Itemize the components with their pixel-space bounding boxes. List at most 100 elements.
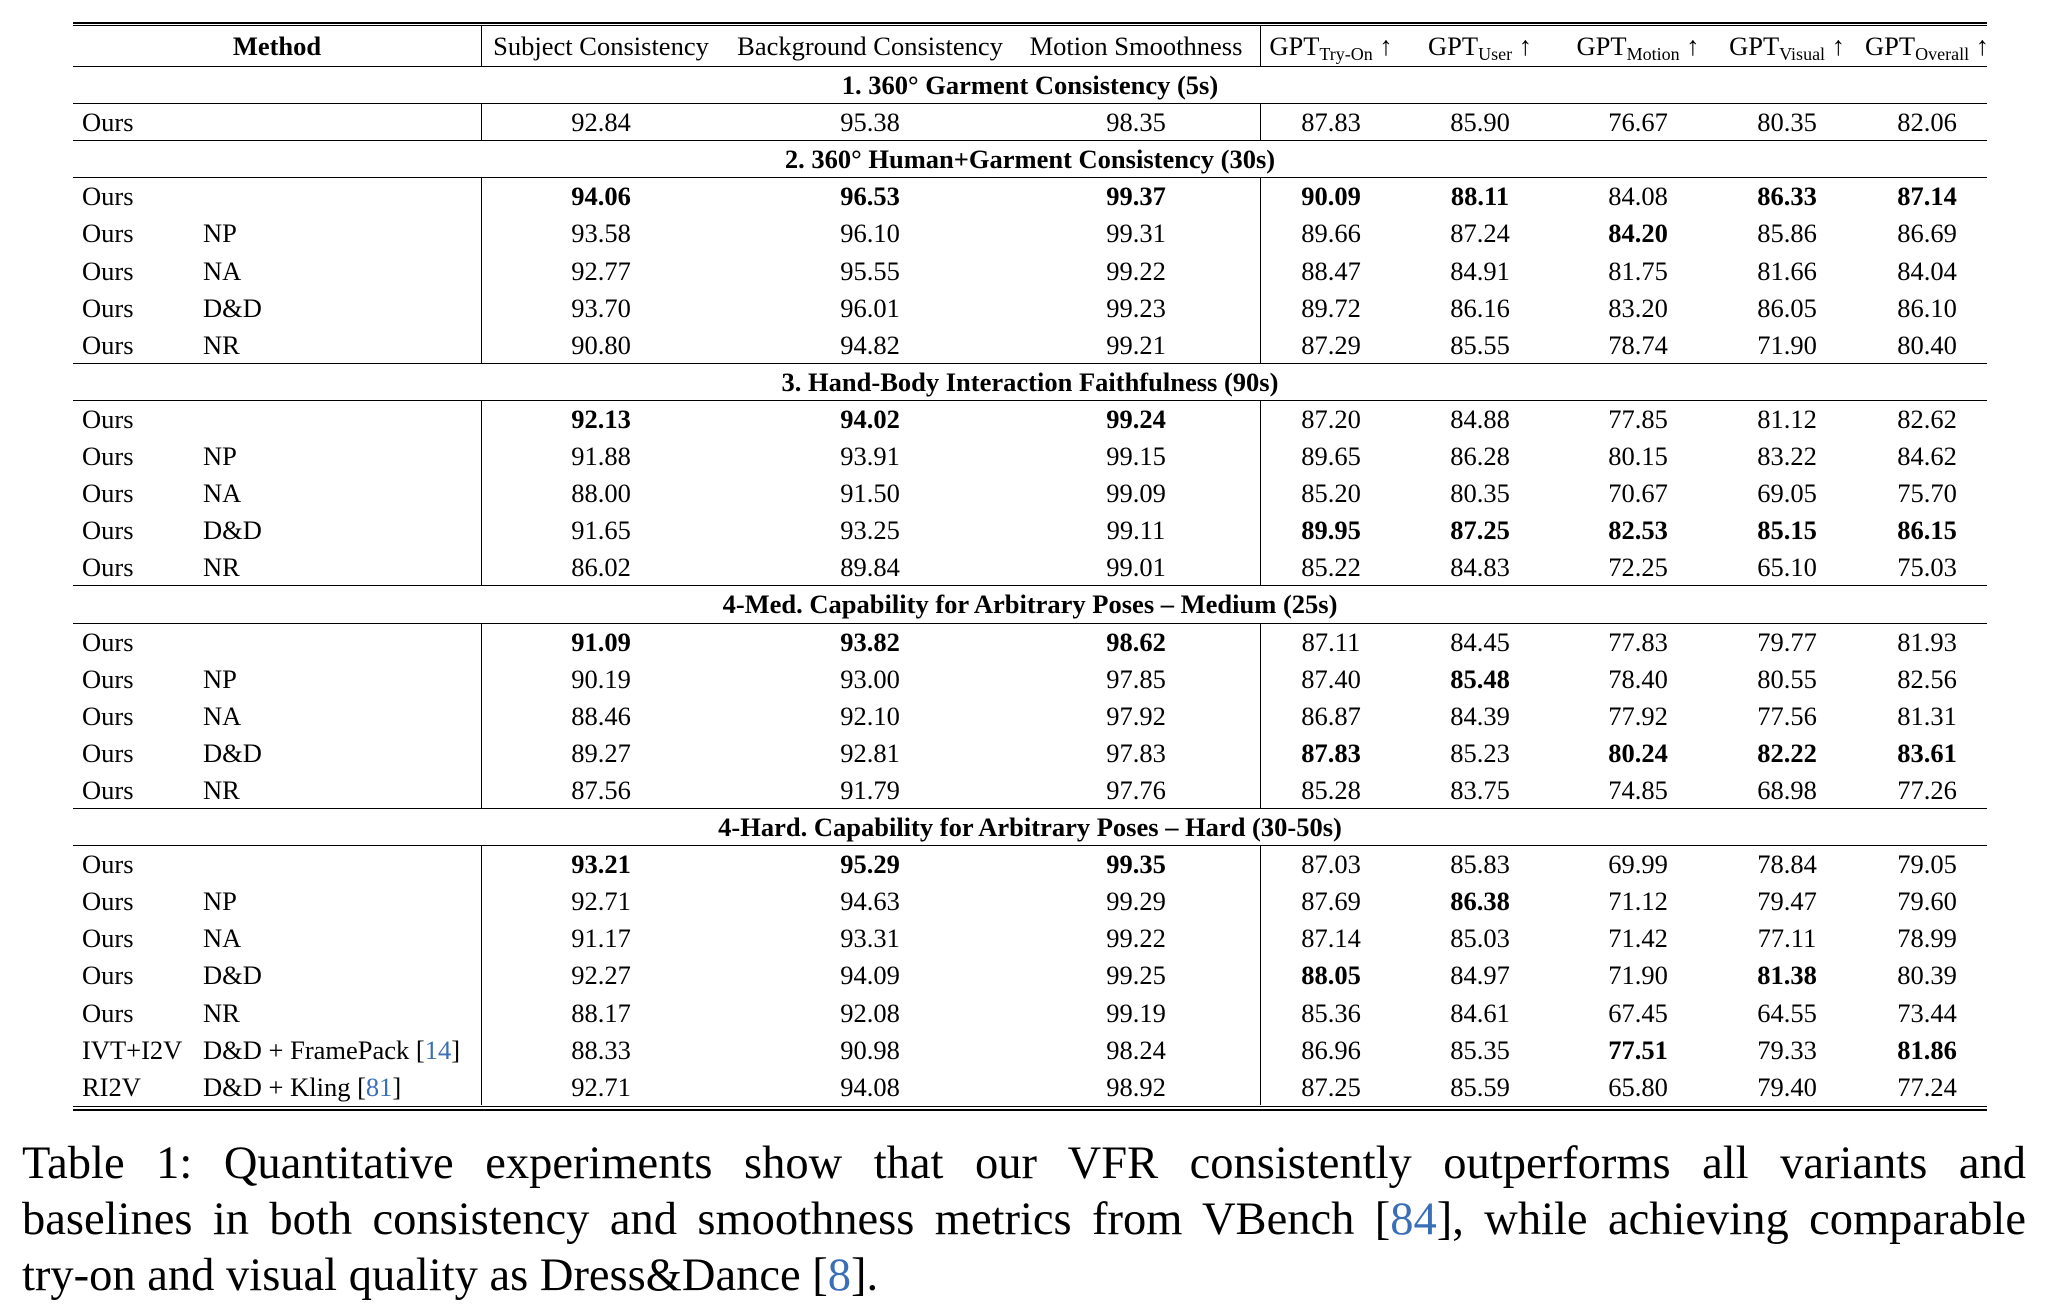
column-divider xyxy=(1260,177,1261,363)
method-name: Ours xyxy=(82,960,134,991)
column-divider xyxy=(481,177,482,363)
column-divider xyxy=(1260,103,1261,140)
table-cell: 98.62 xyxy=(1106,626,1166,657)
table-cell: 89.66 xyxy=(1301,218,1361,249)
table-cell: 92.84 xyxy=(571,107,631,138)
column-divider xyxy=(481,845,482,1105)
table-cell: 79.05 xyxy=(1897,849,1957,880)
table-cell: 91.88 xyxy=(571,441,631,471)
table-cell: 99.25 xyxy=(1106,960,1166,991)
method-name: Ours xyxy=(82,478,134,509)
method-name: Ours xyxy=(82,515,134,546)
table-cell: 82.62 xyxy=(1897,403,1957,434)
table-cell: 85.83 xyxy=(1450,849,1510,880)
table-cell: 84.61 xyxy=(1450,997,1510,1028)
method-variant: NA xyxy=(203,255,242,286)
table-cell: 99.29 xyxy=(1106,886,1166,917)
table-cell: 78.84 xyxy=(1757,849,1817,880)
table-cell: 77.56 xyxy=(1757,700,1817,731)
method-variant: NR xyxy=(203,774,240,805)
table-cell: 91.50 xyxy=(840,478,900,509)
table-cell: 85.35 xyxy=(1450,1034,1510,1065)
method-name: Ours xyxy=(82,181,134,212)
table-cell: 86.02 xyxy=(571,552,631,583)
column-divider xyxy=(481,25,482,66)
column-divider xyxy=(481,623,482,808)
table-cell: 85.86 xyxy=(1757,218,1817,249)
table-cell: 85.28 xyxy=(1301,774,1361,805)
table-cell: 99.11 xyxy=(1106,515,1166,546)
table-cell: 87.29 xyxy=(1301,329,1361,360)
table-cell: 77.24 xyxy=(1897,1071,1957,1102)
table-cell: 77.85 xyxy=(1608,403,1668,434)
table-cell: 82.22 xyxy=(1757,737,1817,768)
section-title: 4-Med. Capability for Arbitrary Poses – … xyxy=(722,589,1338,620)
table-cell: 91.17 xyxy=(571,923,631,954)
table-cell: 84.91 xyxy=(1450,255,1510,286)
table-cell: 94.06 xyxy=(571,181,631,212)
table-cell: 88.47 xyxy=(1301,255,1361,286)
method-name: Ours xyxy=(82,886,134,917)
column-divider xyxy=(1260,400,1261,585)
method-variant: NP xyxy=(203,663,237,694)
table-cell: 86.05 xyxy=(1757,292,1817,323)
method-name: Ours xyxy=(82,329,134,360)
table-cell: 79.47 xyxy=(1757,886,1817,917)
table-cell: 99.09 xyxy=(1106,478,1166,509)
citation-link[interactable]: 84 xyxy=(1390,1194,1437,1245)
table-cell: 85.20 xyxy=(1301,478,1361,509)
table-cell: 77.92 xyxy=(1608,700,1668,731)
table-cell: 99.15 xyxy=(1106,441,1166,471)
section-title: 1. 360° Garment Consistency (5s) xyxy=(841,70,1219,100)
table-cell: 92.71 xyxy=(571,1071,631,1102)
table-cell: 99.24 xyxy=(1106,403,1166,434)
section-title: 2. 360° Human+Garment Consistency (30s) xyxy=(784,144,1276,175)
method-name: Ours xyxy=(82,849,134,880)
table-cell: 87.56 xyxy=(571,774,631,805)
method-name: Ours xyxy=(82,107,134,138)
table-cell: 71.42 xyxy=(1608,923,1668,954)
header-background-consistency: Background Consistency xyxy=(737,31,1003,61)
citation-link[interactable]: 8 xyxy=(827,1250,852,1301)
table-cell: 98.24 xyxy=(1106,1034,1166,1065)
table-cell: 81.12 xyxy=(1757,403,1817,434)
table-cell: 79.33 xyxy=(1757,1034,1817,1065)
method-name: Ours xyxy=(82,218,134,249)
table-cell: 99.22 xyxy=(1106,923,1166,954)
table-cell: 65.80 xyxy=(1608,1071,1668,1102)
table-cell: 89.72 xyxy=(1301,292,1361,323)
table-cell: 89.84 xyxy=(840,552,900,583)
method-name: RI2V xyxy=(82,1071,141,1102)
citation-link[interactable]: 81 xyxy=(365,1071,393,1102)
citation-link[interactable]: 14 xyxy=(424,1034,452,1065)
table-cell: 94.02 xyxy=(840,403,900,434)
table-cell: 97.76 xyxy=(1106,774,1166,805)
method-variant: D&D xyxy=(203,960,262,991)
table-rule xyxy=(73,25,1987,26)
table-cell: 91.09 xyxy=(571,626,631,657)
table-cell: 92.08 xyxy=(840,997,900,1028)
table-cell: 82.06 xyxy=(1897,107,1957,138)
table-cell: 79.60 xyxy=(1897,886,1957,917)
table-cell: 84.88 xyxy=(1450,403,1510,434)
header-subject-consistency: Subject Consistency xyxy=(493,31,709,61)
table-cell: 78.99 xyxy=(1897,923,1957,954)
method-variant: NA xyxy=(203,478,242,509)
table-cell: 70.67 xyxy=(1608,478,1668,509)
method-variant: NP xyxy=(203,218,237,249)
column-divider xyxy=(1260,845,1261,1105)
table-cell: 77.11 xyxy=(1757,923,1817,954)
table-cell: 94.09 xyxy=(840,960,900,991)
table-cell: 90.80 xyxy=(571,329,631,360)
method-name: IVT+I2V xyxy=(82,1034,183,1065)
method-name: Ours xyxy=(82,626,134,657)
method-variant: D&D xyxy=(203,292,262,323)
table-cell: 92.77 xyxy=(571,255,631,286)
table-cell: 85.22 xyxy=(1301,552,1361,583)
table-cell: 96.53 xyxy=(840,181,900,212)
table-cell: 97.85 xyxy=(1106,663,1166,694)
table-cell: 73.44 xyxy=(1897,997,1957,1028)
table-cell: 87.14 xyxy=(1301,923,1361,954)
table-cell: 94.63 xyxy=(840,886,900,917)
table-rule xyxy=(73,585,1987,586)
